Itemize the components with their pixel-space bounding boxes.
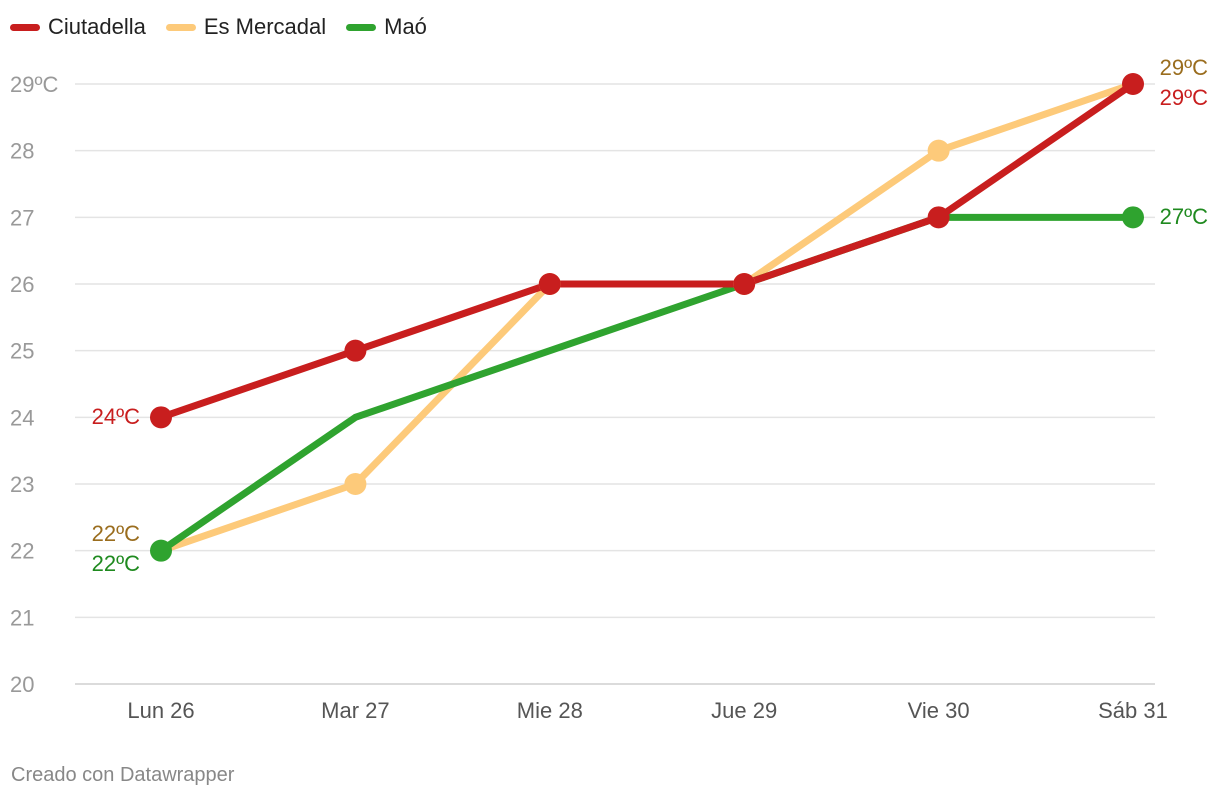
x-tick-label: Sáb 31 (1098, 698, 1168, 723)
y-tick-label: 24 (10, 405, 34, 430)
data-point (1122, 73, 1144, 95)
chart-legend: Ciutadella Es Mercadal Maó (10, 14, 427, 40)
x-tick-label: Lun 26 (127, 698, 194, 723)
y-tick-label: 29ºC (10, 72, 59, 97)
data-point (927, 139, 950, 162)
y-tick-label: 26 (10, 272, 34, 297)
data-point (150, 406, 172, 429)
credit-text: Creado con Datawrapper (11, 764, 235, 786)
legend-label: Maó (384, 14, 427, 39)
legend-item: Maó (346, 14, 427, 40)
legend-swatch (346, 23, 377, 31)
legend-item: Es Mercadal (165, 14, 327, 40)
data-label: 27ºC (1160, 204, 1209, 229)
data-point (733, 273, 756, 295)
series-line (157, 213, 1137, 555)
y-tick-label: 22 (10, 539, 34, 564)
legend-label: Es Mercadal (203, 14, 327, 39)
data-point (344, 473, 367, 495)
data-label: 29ºC (1160, 55, 1209, 80)
y-tick-label: 28 (10, 139, 34, 164)
x-tick-label: Vie 30 (908, 698, 970, 723)
y-tick-label: 20 (10, 672, 34, 697)
data-label: 22ºC (92, 551, 141, 576)
data-label: 29ºC (1160, 85, 1209, 110)
y-tick-label: 21 (10, 605, 34, 630)
data-point (344, 339, 367, 362)
series-line (157, 80, 1137, 421)
legend-swatch (165, 23, 196, 31)
y-tick-label: 25 (10, 339, 34, 364)
data-label: 22ºC (92, 521, 141, 546)
y-tick-label: 27 (10, 205, 34, 230)
legend-label: Ciutadella (48, 14, 146, 39)
data-point (927, 206, 950, 229)
legend-item: Ciutadella (10, 14, 146, 40)
data-point (150, 539, 172, 562)
data-point (1122, 206, 1144, 229)
legend-swatch (10, 23, 40, 31)
x-tick-label: Mie 28 (517, 698, 583, 723)
x-tick-label: Jue 29 (711, 698, 777, 723)
x-tick-label: Mar 27 (321, 698, 389, 723)
data-point (538, 273, 561, 295)
y-tick-label: 23 (10, 472, 34, 497)
data-label: 24ºC (92, 404, 141, 429)
